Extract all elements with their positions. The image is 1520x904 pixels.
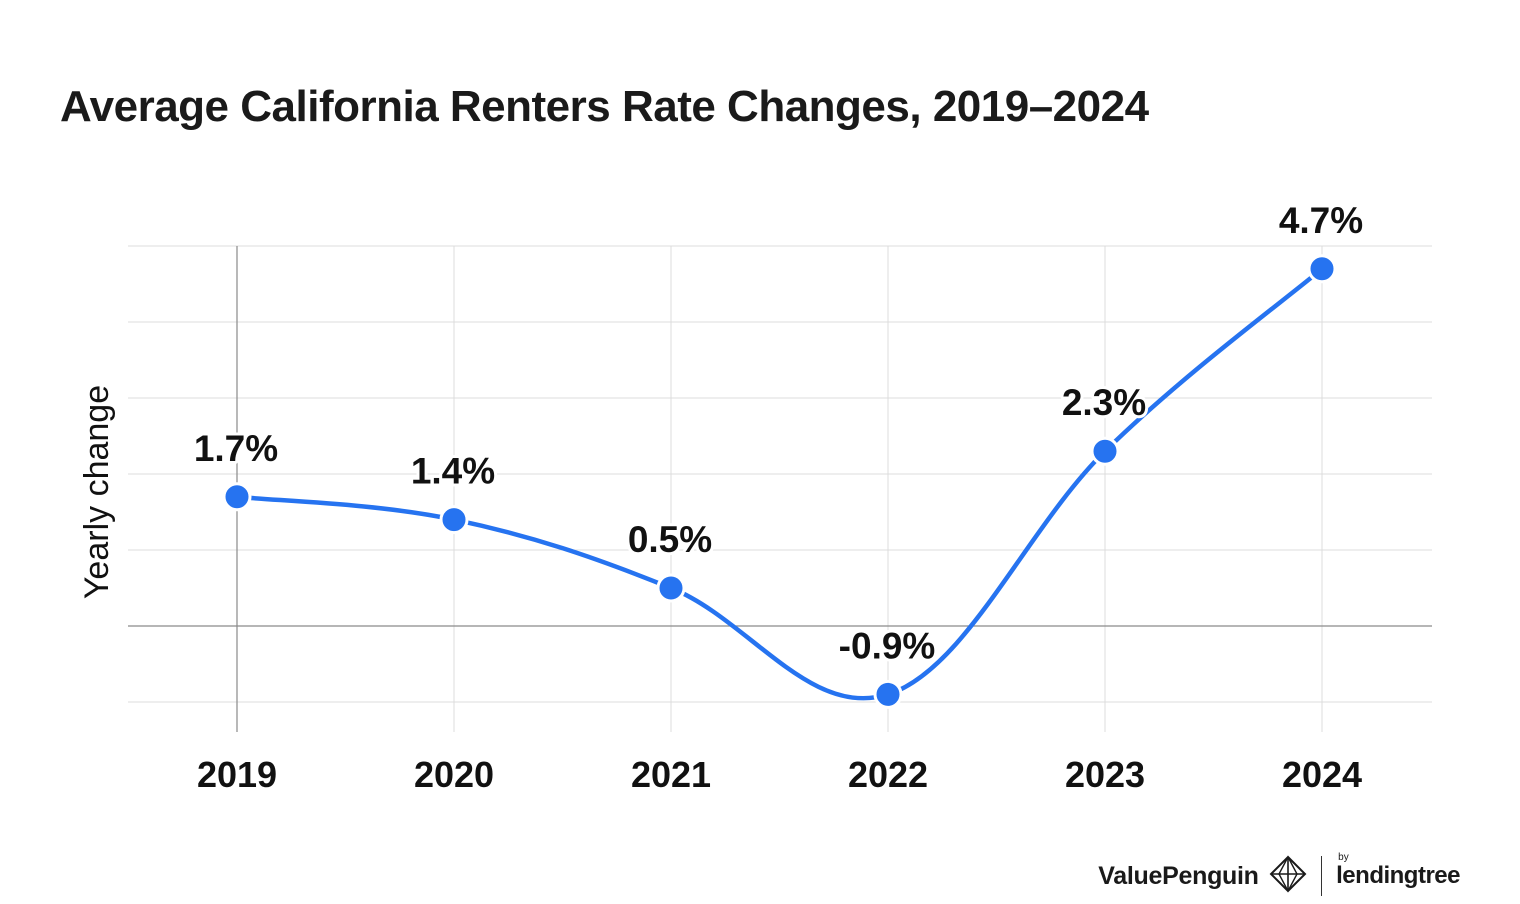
x-tick-label-2023: 2023 [1065, 754, 1145, 795]
data-point-2022[interactable] [873, 679, 903, 709]
brand-logo: ValuePenguin by lendingtree [1098, 852, 1460, 898]
data-point-2023[interactable] [1090, 436, 1120, 466]
partner-name: lendingtree [1336, 862, 1460, 889]
brand-divider [1320, 856, 1323, 896]
data-label-2020: 1.4% [411, 451, 495, 492]
data-label-2021: 0.5% [628, 519, 712, 560]
line-layer [234, 266, 1325, 701]
label-layer: 1.7% 1.4% 0.5% -0.9% 2.3% 4.7% 2019 2020 2021 202… [191, 197, 1366, 795]
x-tick-label-2020: 2020 [414, 754, 494, 795]
brand-name: ValuePenguin [1098, 861, 1259, 890]
chart-title: Average California Renters Rate Changes,… [60, 82, 1149, 131]
brand-by: by [1338, 852, 1349, 863]
penguin-logo-icon [1269, 855, 1307, 898]
data-label-2022: -0.9% [839, 625, 936, 666]
data-point-2024[interactable] [1307, 254, 1337, 284]
point-layer [222, 254, 1337, 709]
series-line [234, 266, 1325, 701]
partner-logo: by lendingtree [1336, 852, 1460, 890]
data-label-2024: 4.7% [1279, 200, 1363, 241]
x-tick-label-2024: 2024 [1282, 754, 1362, 795]
grid-layer [128, 245, 1432, 732]
data-point-2020[interactable] [439, 505, 469, 535]
x-tick-label-2022: 2022 [848, 754, 928, 795]
data-label-2019: 1.7% [194, 428, 278, 469]
y-axis-label: Yearly change [78, 385, 116, 599]
axis-layer [128, 246, 1432, 732]
data-point-2019[interactable] [222, 482, 252, 512]
x-tick-label-2021: 2021 [631, 754, 711, 795]
data-label-2023: 2.3% [1062, 382, 1146, 423]
x-tick-label-2019: 2019 [197, 754, 277, 795]
data-point-2021[interactable] [656, 573, 686, 603]
